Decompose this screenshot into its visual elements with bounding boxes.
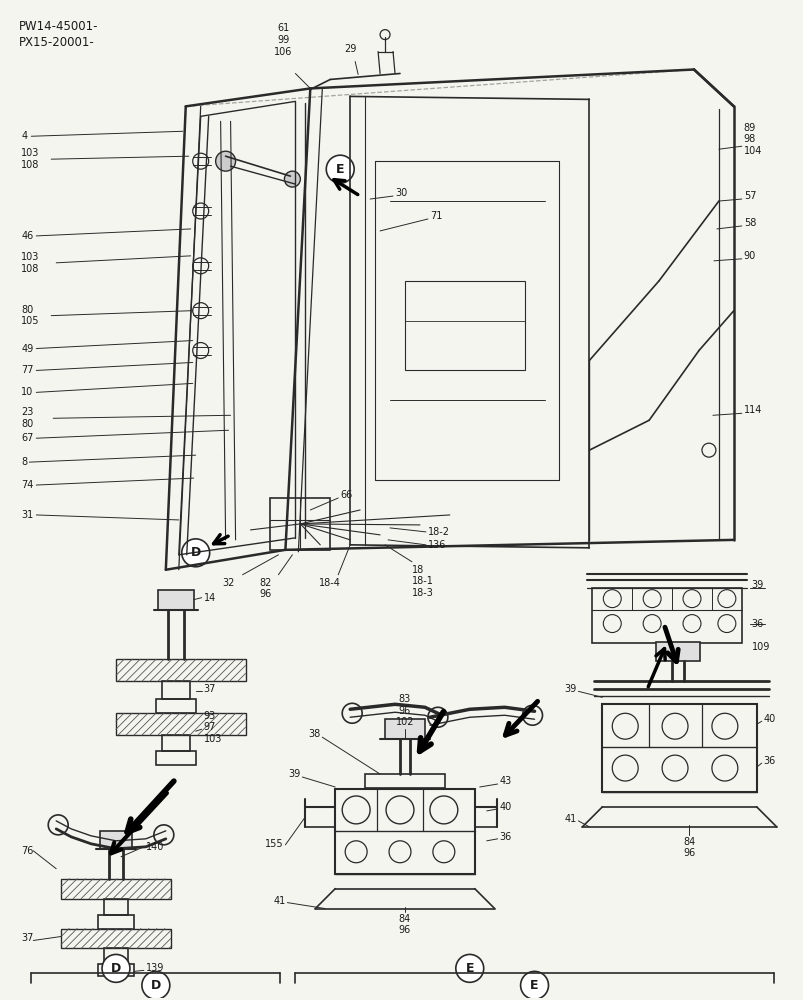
Text: 67: 67 — [22, 433, 34, 443]
Text: PW14-45001-: PW14-45001- — [19, 20, 99, 33]
Text: D: D — [111, 962, 121, 975]
Bar — [61, 929, 170, 948]
Circle shape — [326, 155, 354, 183]
Text: 103
108: 103 108 — [22, 252, 39, 274]
Text: 30: 30 — [394, 188, 407, 198]
Bar — [98, 915, 134, 929]
Bar — [405, 281, 524, 370]
Circle shape — [284, 171, 300, 187]
Bar — [116, 659, 245, 681]
Bar — [365, 774, 444, 788]
Text: 31: 31 — [22, 510, 34, 520]
Text: 90: 90 — [743, 251, 755, 261]
Text: 37: 37 — [203, 684, 216, 694]
Text: D: D — [190, 546, 201, 559]
Text: E: E — [336, 163, 344, 176]
Bar — [104, 948, 128, 964]
Text: 39: 39 — [564, 684, 576, 694]
Bar — [156, 699, 195, 713]
Text: 38: 38 — [308, 729, 320, 739]
Text: 76: 76 — [22, 846, 34, 856]
Bar — [592, 588, 741, 643]
Text: E: E — [465, 962, 474, 975]
Bar — [270, 498, 330, 550]
Text: 18
18-1
18-3: 18 18-1 18-3 — [411, 565, 434, 598]
Text: 83
96
102: 83 96 102 — [395, 694, 414, 727]
Bar — [156, 751, 195, 765]
Bar — [601, 704, 756, 792]
Text: 93
97
103: 93 97 103 — [203, 711, 222, 744]
Text: 40: 40 — [763, 714, 775, 724]
Text: 36: 36 — [751, 619, 763, 629]
Bar — [161, 735, 190, 751]
Text: 14: 14 — [203, 593, 216, 603]
Text: 82
96: 82 96 — [259, 578, 271, 599]
Text: 8: 8 — [22, 457, 27, 467]
Text: 49: 49 — [22, 344, 34, 354]
Circle shape — [141, 971, 169, 999]
Bar — [335, 789, 474, 874]
Text: 114: 114 — [743, 405, 761, 415]
Text: 46: 46 — [22, 231, 34, 241]
Text: 41: 41 — [273, 896, 285, 906]
Text: 61
99
106: 61 99 106 — [274, 23, 292, 57]
Text: 109: 109 — [751, 642, 769, 652]
Bar — [98, 964, 134, 976]
Circle shape — [455, 954, 483, 982]
Circle shape — [520, 971, 548, 999]
Text: 84
96: 84 96 — [682, 837, 695, 858]
Text: 41: 41 — [564, 814, 576, 824]
Text: 58: 58 — [743, 218, 756, 228]
Text: 10: 10 — [22, 387, 34, 397]
Circle shape — [215, 151, 235, 171]
Text: 18-4: 18-4 — [319, 578, 340, 588]
Text: 74: 74 — [22, 480, 34, 490]
Bar — [655, 642, 699, 661]
Text: 43: 43 — [499, 776, 512, 786]
Bar — [161, 681, 190, 699]
Text: 36: 36 — [763, 756, 775, 766]
Text: 103
108: 103 108 — [22, 148, 39, 170]
Text: 155: 155 — [264, 839, 283, 849]
Text: 66: 66 — [340, 490, 352, 500]
Text: 140: 140 — [145, 842, 164, 852]
Text: PX15-20001-: PX15-20001- — [19, 36, 95, 49]
Bar — [385, 719, 425, 739]
Text: 36: 36 — [499, 832, 512, 842]
Text: 84
96: 84 96 — [398, 914, 410, 935]
Bar — [157, 590, 194, 610]
Text: 136: 136 — [427, 540, 446, 550]
Bar — [116, 713, 245, 735]
Bar — [61, 879, 170, 899]
Circle shape — [102, 954, 130, 982]
Text: E: E — [530, 979, 538, 992]
Text: 39: 39 — [751, 580, 763, 590]
Text: 89
98
104: 89 98 104 — [743, 123, 761, 156]
Text: 29: 29 — [344, 44, 356, 54]
Text: 23
80: 23 80 — [22, 407, 34, 429]
Text: 139: 139 — [145, 963, 164, 973]
Text: 40: 40 — [499, 802, 512, 812]
Text: 71: 71 — [430, 211, 442, 221]
Text: 80
105: 80 105 — [22, 305, 40, 326]
Bar — [100, 831, 132, 849]
Text: 39: 39 — [287, 769, 300, 779]
Text: 4: 4 — [22, 131, 27, 141]
Text: D: D — [150, 979, 161, 992]
Text: 77: 77 — [22, 365, 34, 375]
Bar — [104, 899, 128, 915]
Circle shape — [181, 539, 210, 567]
Text: 18-2: 18-2 — [427, 527, 450, 537]
Text: 57: 57 — [743, 191, 756, 201]
Text: 37: 37 — [22, 933, 34, 943]
Text: 32: 32 — [222, 578, 234, 588]
